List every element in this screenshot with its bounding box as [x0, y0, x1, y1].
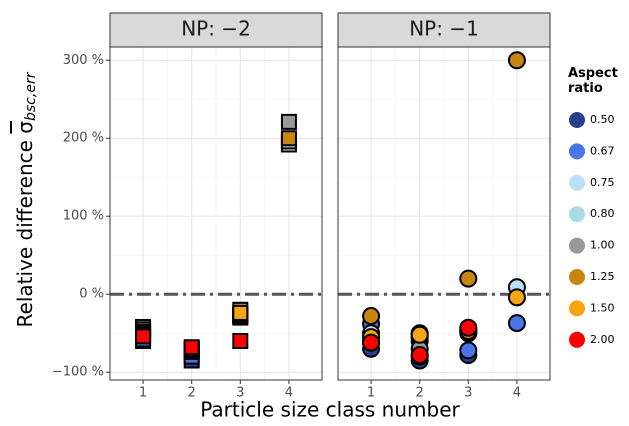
legend-swatch: [569, 269, 585, 285]
facet-strip: [337, 12, 551, 48]
legend-label: 0.50: [590, 113, 615, 126]
x-tick-label: 1: [139, 386, 147, 401]
x-tick-label: 3: [464, 386, 472, 401]
y-label-text: Relative difference: [13, 134, 37, 328]
data-point: [410, 325, 429, 344]
legend-label: 1.25: [590, 270, 615, 283]
legend-swatch: [569, 331, 585, 348]
data-point: [362, 333, 381, 352]
legend-swatch: [569, 143, 585, 160]
data-point: [362, 307, 381, 326]
x-tick-label: 4: [513, 386, 521, 401]
data-point: [232, 304, 249, 321]
legend-swatch: [569, 206, 585, 223]
data-point: [135, 328, 152, 345]
legend-title: Aspect ratio: [568, 66, 618, 96]
legend-label: 1.50: [590, 301, 615, 314]
y-tick-label: 100 %: [63, 209, 104, 224]
data-point: [280, 113, 297, 130]
x-tick-label: 2: [416, 386, 424, 401]
data-point: [507, 314, 526, 333]
y-tick-label: 0 %: [79, 287, 104, 302]
data-point: [507, 288, 526, 307]
data-point: [459, 269, 478, 288]
legend-label: 2.00: [590, 333, 615, 346]
y-label-subscript: bsc,err: [23, 71, 39, 121]
data-point: [410, 346, 429, 365]
y-tick-label: 200 %: [63, 131, 104, 146]
facet-title: NP: −1: [409, 17, 479, 41]
legend-label: 0.67: [590, 144, 615, 157]
data-point: [183, 339, 200, 356]
data-point: [280, 130, 297, 147]
x-tick-label: 1: [367, 386, 375, 401]
legend-label: 0.75: [590, 176, 615, 189]
y-label-symbol: σ: [13, 121, 37, 134]
data-point: [507, 51, 526, 70]
data-point: [232, 333, 249, 350]
x-tick-label: 4: [285, 386, 293, 401]
legend-label: 1.00: [590, 239, 615, 252]
x-tick-label: 2: [188, 386, 196, 401]
facet-title: NP: −2: [181, 17, 251, 41]
legend-label: 0.80: [590, 207, 615, 220]
y-tick-label: 300 %: [63, 53, 104, 68]
legend-swatch: [569, 174, 585, 191]
legend-swatch: [569, 112, 585, 128]
x-axis-label: Particle size class number: [200, 398, 460, 422]
data-point: [459, 318, 478, 337]
facet-strip: [109, 12, 323, 48]
y-tick-label: −100 %: [52, 365, 104, 380]
legend-swatch: [569, 300, 585, 317]
data-point: [459, 341, 478, 360]
y-axis-label: Relative difference σbsc,err: [13, 71, 40, 327]
x-tick-label: 3: [236, 386, 244, 401]
legend-swatch: [569, 237, 585, 254]
